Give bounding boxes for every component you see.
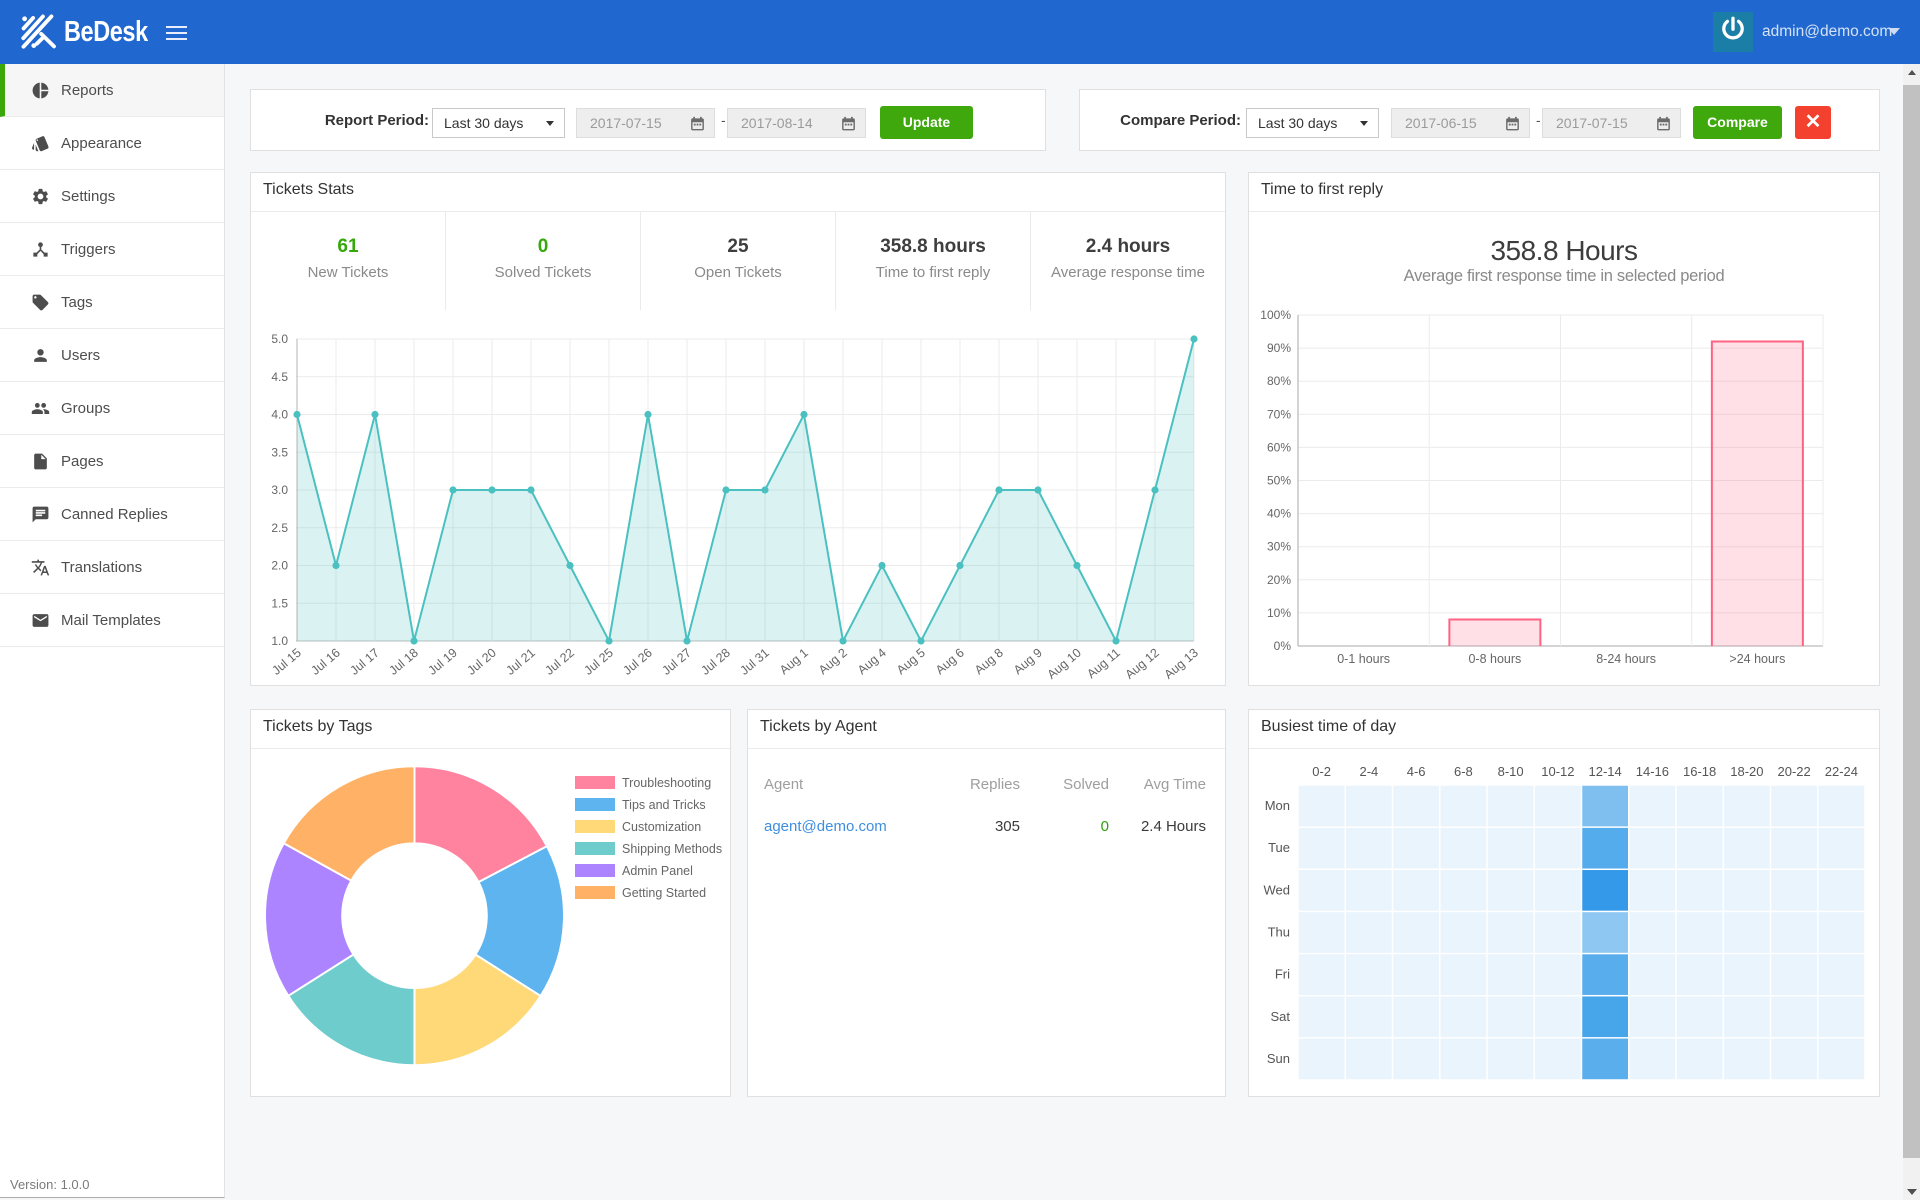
- svg-text:Jul 26: Jul 26: [620, 646, 655, 678]
- svg-text:16-18: 16-18: [1683, 764, 1716, 779]
- svg-text:70%: 70%: [1267, 407, 1291, 421]
- svg-text:20-22: 20-22: [1778, 764, 1811, 779]
- svg-text:Jul 27: Jul 27: [659, 646, 694, 678]
- svg-text:Getting Started: Getting Started: [622, 886, 706, 900]
- svg-text:1.5: 1.5: [271, 596, 288, 610]
- svg-text:Aug 8: Aug 8: [972, 646, 1006, 678]
- svg-text:Aug 5: Aug 5: [894, 646, 928, 678]
- svg-text:Jul 25: Jul 25: [581, 646, 616, 678]
- svg-text:Tips and Tricks: Tips and Tricks: [622, 798, 706, 812]
- svg-text:Customization: Customization: [622, 820, 701, 834]
- svg-text:100%: 100%: [1260, 308, 1291, 322]
- svg-text:1.0: 1.0: [271, 634, 288, 648]
- svg-text:Admin Panel: Admin Panel: [622, 864, 693, 878]
- svg-text:Aug 2: Aug 2: [816, 646, 850, 678]
- svg-text:Aug 13: Aug 13: [1162, 646, 1201, 682]
- svg-text:Jul 22: Jul 22: [542, 646, 577, 678]
- svg-text:3.5: 3.5: [271, 445, 288, 459]
- svg-text:80%: 80%: [1267, 374, 1291, 388]
- svg-text:6-8: 6-8: [1454, 764, 1473, 779]
- svg-text:Shipping Methods: Shipping Methods: [622, 842, 722, 856]
- svg-text:Aug 11: Aug 11: [1084, 646, 1123, 682]
- svg-text:4-6: 4-6: [1407, 764, 1426, 779]
- svg-text:30%: 30%: [1267, 540, 1291, 554]
- svg-text:50%: 50%: [1267, 474, 1291, 488]
- svg-text:Jul 15: Jul 15: [269, 646, 304, 678]
- svg-text:2.5: 2.5: [271, 521, 288, 535]
- svg-text:Wed: Wed: [1264, 882, 1291, 897]
- svg-text:Aug 1: Aug 1: [777, 646, 811, 678]
- svg-text:20%: 20%: [1267, 573, 1291, 587]
- svg-text:8-24 hours: 8-24 hours: [1596, 652, 1656, 666]
- svg-text:Jul 20: Jul 20: [464, 646, 499, 678]
- svg-text:0-1 hours: 0-1 hours: [1337, 652, 1390, 666]
- svg-text:Jul 16: Jul 16: [308, 646, 343, 678]
- svg-text:8-10: 8-10: [1498, 764, 1524, 779]
- svg-text:Troubleshooting: Troubleshooting: [622, 776, 711, 790]
- svg-text:Tue: Tue: [1268, 840, 1290, 855]
- svg-text:22-24: 22-24: [1825, 764, 1858, 779]
- svg-text:Sat: Sat: [1270, 1009, 1290, 1024]
- svg-text:4.0: 4.0: [271, 408, 288, 422]
- svg-text:0-8 hours: 0-8 hours: [1468, 652, 1521, 666]
- svg-text:2-4: 2-4: [1359, 764, 1378, 779]
- svg-text:Sun: Sun: [1267, 1051, 1290, 1066]
- svg-text:Aug 4: Aug 4: [855, 646, 889, 678]
- svg-text:0-2: 0-2: [1312, 764, 1331, 779]
- svg-text:Fri: Fri: [1275, 967, 1290, 982]
- svg-text:4.5: 4.5: [271, 370, 288, 384]
- svg-text:Mon: Mon: [1265, 798, 1290, 813]
- svg-text:Aug 10: Aug 10: [1045, 646, 1084, 682]
- svg-text:14-16: 14-16: [1636, 764, 1669, 779]
- svg-text:Aug 6: Aug 6: [933, 646, 967, 678]
- svg-text:Jul 17: Jul 17: [347, 646, 382, 678]
- svg-text:12-14: 12-14: [1589, 764, 1622, 779]
- svg-text:10-12: 10-12: [1541, 764, 1574, 779]
- svg-text:Jul 19: Jul 19: [425, 646, 460, 678]
- svg-text:>24 hours: >24 hours: [1729, 652, 1785, 666]
- svg-text:60%: 60%: [1267, 440, 1291, 454]
- svg-text:10%: 10%: [1267, 606, 1291, 620]
- svg-text:3.0: 3.0: [271, 483, 288, 497]
- svg-text:Jul 28: Jul 28: [698, 646, 733, 678]
- svg-text:40%: 40%: [1267, 507, 1291, 521]
- svg-text:Aug 12: Aug 12: [1123, 646, 1162, 682]
- svg-text:Jul 18: Jul 18: [386, 646, 421, 678]
- svg-text:2.0: 2.0: [271, 559, 288, 573]
- svg-text:0%: 0%: [1274, 639, 1292, 653]
- svg-text:90%: 90%: [1267, 341, 1291, 355]
- svg-text:Aug 9: Aug 9: [1011, 646, 1045, 678]
- svg-text:18-20: 18-20: [1730, 764, 1763, 779]
- svg-text:Jul 31: Jul 31: [737, 646, 772, 678]
- svg-text:Thu: Thu: [1268, 924, 1290, 939]
- svg-text:Jul 21: Jul 21: [503, 646, 538, 678]
- svg-text:5.0: 5.0: [271, 332, 288, 346]
